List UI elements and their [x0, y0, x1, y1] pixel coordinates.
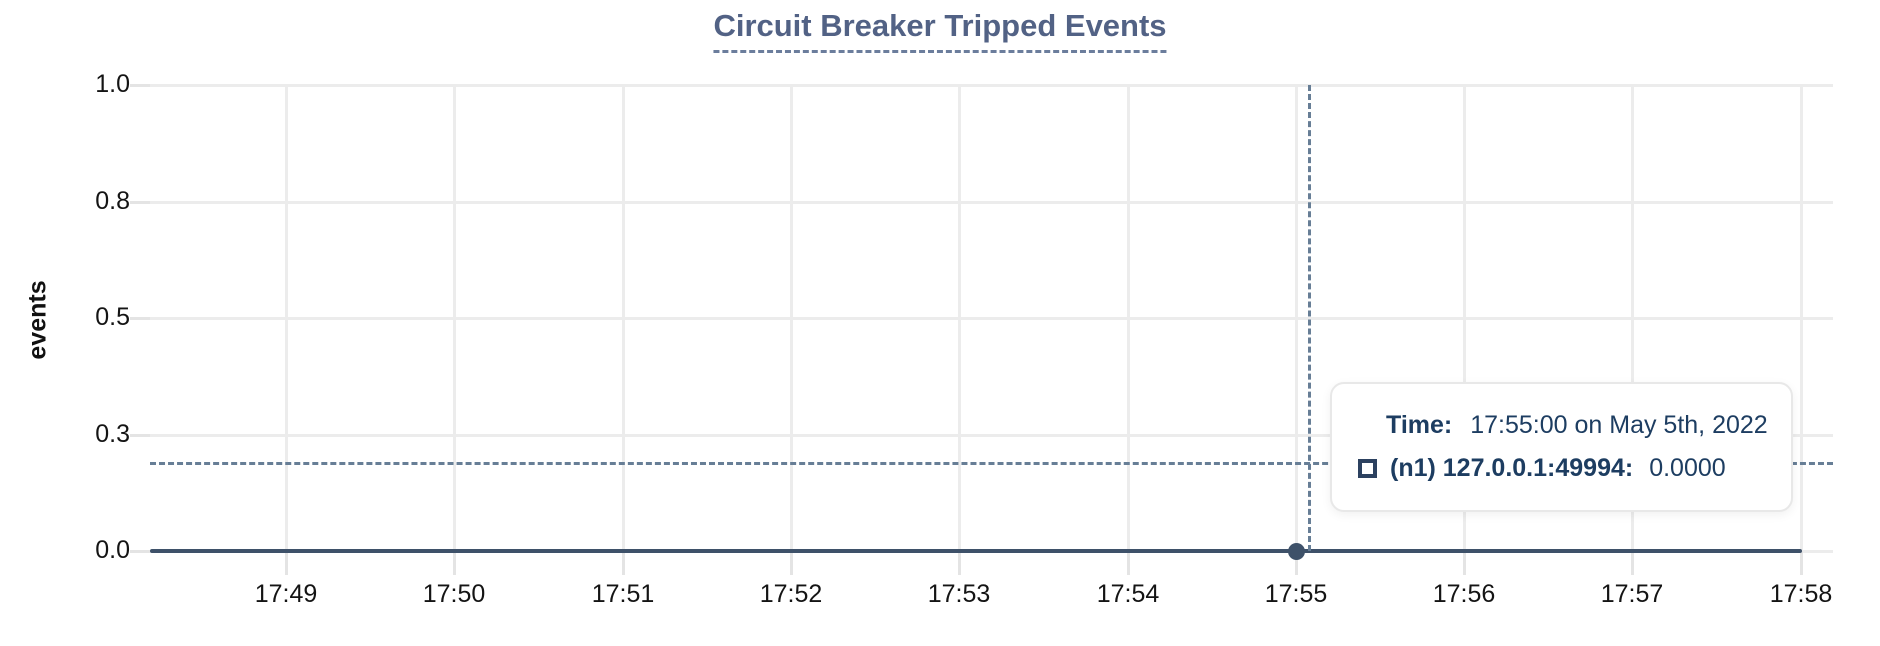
crosshair-horizontal [150, 462, 1833, 465]
y-tick-label: 1.0 [95, 70, 130, 98]
x-gridline [453, 85, 456, 551]
y-gridline [150, 84, 1833, 87]
tooltip-series-label: (n1) 127.0.0.1:49994: [1390, 454, 1634, 482]
crosshair-vertical [1308, 85, 1311, 551]
x-gridline [1127, 85, 1130, 551]
tooltip-series-row: (n1) 127.0.0.1:49994: 0.0000 [1358, 454, 1791, 483]
series-line [150, 549, 1802, 553]
x-tick-label: 17:51 [591, 580, 655, 608]
y-tick-label: 0.8 [95, 187, 130, 215]
x-tick-label: 17:54 [1096, 580, 1160, 608]
tooltip-time-label: Time: [1386, 411, 1453, 439]
y-tick-mark [130, 550, 150, 553]
x-tick-mark [285, 551, 288, 575]
x-tick-mark [1631, 551, 1634, 575]
x-gridline [958, 85, 961, 551]
x-tick-mark [790, 551, 793, 575]
x-tick-label: 17:50 [422, 580, 486, 608]
y-gridline [150, 317, 1833, 320]
tooltip-time-value: 17:55:00 on May 5th, 2022 [1470, 411, 1768, 439]
x-gridline [1463, 85, 1466, 551]
y-tick-label: 0.0 [95, 536, 130, 564]
series-square-outline-icon [1358, 459, 1377, 478]
x-gridline [1631, 85, 1634, 551]
tooltip-time-row: Time: 17:55:00 on May 5th, 2022 [1386, 411, 1791, 440]
y-tick-mark [130, 201, 150, 204]
x-tick-label: 17:58 [1769, 580, 1833, 608]
cursor-point [1288, 543, 1305, 560]
x-tick-label: 17:52 [759, 580, 823, 608]
x-tick-label: 17:53 [927, 580, 991, 608]
x-tick-mark [958, 551, 961, 575]
y-tick-label: 0.3 [95, 420, 130, 448]
y-axis-title: events [23, 280, 52, 360]
y-gridline [150, 434, 1833, 437]
x-tick-mark [453, 551, 456, 575]
x-gridline [285, 85, 288, 551]
plot-area[interactable]: 1.0 0.8 0.5 0.3 0.0 17:49 17:50 17:51 17:52 17:53… [95, 70, 1833, 608]
y-gridline [150, 201, 1833, 204]
x-tick-label: 17:56 [1432, 580, 1496, 608]
x-tick-label: 17:49 [254, 580, 318, 608]
x-gridline [622, 85, 625, 551]
x-tick-mark [1463, 551, 1466, 575]
chart-title[interactable]: Circuit Breaker Tripped Events [713, 8, 1167, 53]
x-tick-label: 17:55 [1264, 580, 1328, 608]
x-tick-mark [622, 551, 625, 575]
y-tick-mark [130, 84, 150, 87]
x-gridline [1800, 85, 1803, 551]
x-tick-mark [1295, 551, 1298, 575]
x-tick-label: 17:57 [1600, 580, 1664, 608]
tooltip: Time: 17:55:00 on May 5th, 2022 (n1) 127… [1330, 382, 1793, 512]
y-tick-mark [130, 434, 150, 437]
y-tick-mark [130, 317, 150, 320]
x-tick-mark [1127, 551, 1130, 575]
x-gridline [1295, 85, 1298, 551]
x-gridline [790, 85, 793, 551]
x-tick-mark [1800, 551, 1803, 575]
tooltip-series-value: 0.0000 [1649, 454, 1726, 482]
y-tick-label: 0.5 [95, 303, 130, 331]
